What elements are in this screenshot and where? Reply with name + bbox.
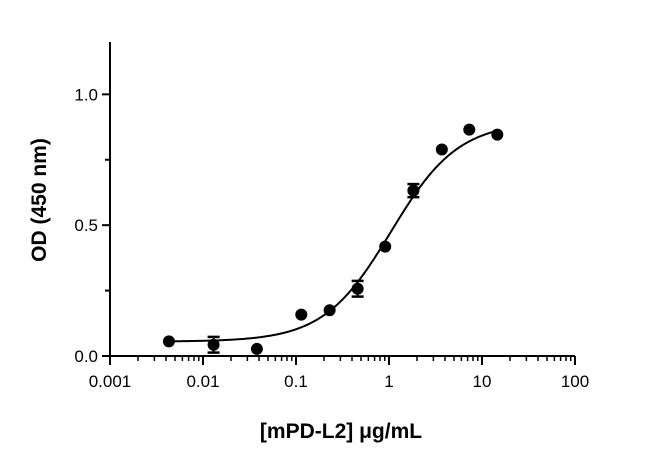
data-point: [435, 143, 448, 156]
x-tick-label: 0.01: [186, 372, 219, 391]
y-tick-label: 0.0: [74, 347, 98, 366]
y-tick-label: 0.5: [74, 216, 98, 235]
data-point: [351, 282, 364, 295]
x-tick-label: 1: [384, 372, 393, 391]
x-tick-label: 0.1: [284, 372, 308, 391]
data-point: [295, 308, 308, 321]
data-point: [491, 128, 504, 141]
data-point: [463, 123, 476, 136]
data-point: [379, 240, 392, 253]
y-tick-label: 1.0: [74, 85, 98, 104]
data-point: [323, 304, 336, 317]
data-points: [162, 123, 504, 355]
data-point: [162, 335, 175, 348]
y-axis-title: OD (450 nm): [28, 138, 51, 262]
x-axis-title: [mPD-L2] μg/mL: [260, 420, 422, 443]
data-point: [250, 342, 263, 355]
data-point: [407, 184, 420, 197]
x-tick-label: 10: [473, 372, 492, 391]
x-tick-label: 0.001: [89, 372, 132, 391]
data-point: [207, 338, 220, 351]
axes: 0.0 0.5 1.0 0.001 0.01 0.1 1 10 100: [74, 42, 589, 391]
x-tick-label: 100: [561, 372, 589, 391]
